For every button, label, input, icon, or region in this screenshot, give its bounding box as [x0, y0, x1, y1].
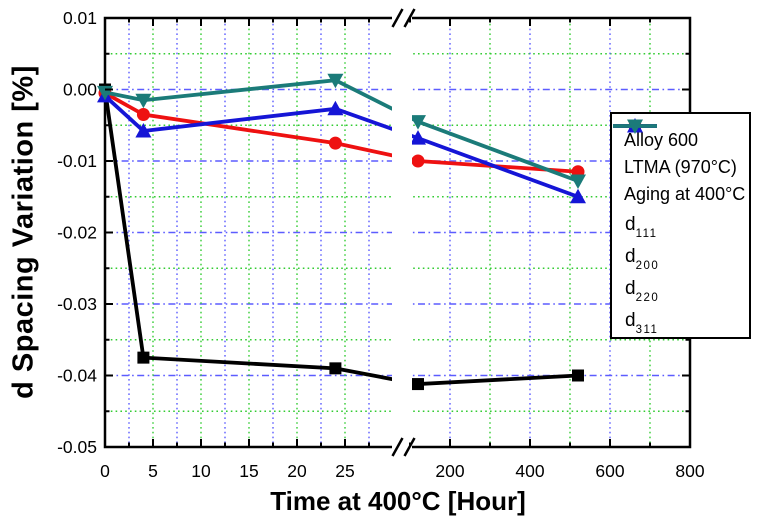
legend-entry-d_200: d200 [613, 119, 749, 274]
series-d_220-marker [570, 188, 586, 204]
series-d_220-marker [135, 122, 152, 138]
x-tick-label: 200 [435, 461, 464, 481]
x-tick-label: 0 [100, 461, 110, 481]
series-d_111-marker [412, 378, 424, 391]
series-d_200-marker [136, 108, 150, 122]
x-tick-label: 10 [191, 461, 211, 481]
legend-label-d_220: d220 [625, 278, 660, 304]
legend-entry-d_111: d111 [613, 120, 749, 242]
y-tick-label: 0.00 [63, 80, 97, 100]
series-d_311-marker [135, 93, 152, 109]
legend-entry-d_311: d311 [613, 119, 749, 338]
axis-break-mark [391, 437, 404, 457]
legend-label-d_111: d111 [625, 214, 658, 240]
y-axis-title: d Spacing Variation [%] [7, 65, 40, 399]
y-tick-label: -0.01 [57, 151, 97, 171]
y-tick-label: -0.03 [57, 294, 97, 314]
x-tick-label: 5 [148, 461, 158, 481]
series-d_311-marker [327, 73, 344, 89]
axis-break-mark [391, 8, 404, 28]
x-tick-label: 800 [675, 461, 704, 481]
axis-break-band [392, 8, 412, 456]
x-tick-label: 400 [515, 461, 544, 481]
series-d_311-marker [410, 115, 426, 130]
legend-triangle-down-icon [613, 119, 657, 134]
x-tick-label: 15 [239, 461, 258, 481]
x-tick-label: 600 [595, 461, 624, 481]
legend-header: Alloy 600 LTMA (970°C) Aging at 400°C [612, 114, 749, 208]
legend-line-ltma: LTMA (970°C) [624, 157, 737, 177]
y-tick-label: -0.02 [57, 223, 97, 243]
series-d_111-marker [572, 369, 584, 382]
series-d_311-marker [570, 174, 586, 190]
x-axis-title: Time at 400°C [Hour] [270, 486, 526, 516]
series-d_111-marker [137, 351, 150, 364]
legend-line-aging: Aging at 400°C [624, 184, 746, 204]
series-d_220-marker [410, 130, 426, 145]
legend-label-d_200: d200 [625, 246, 660, 272]
series-d_200-marker [328, 136, 342, 150]
series-d_220-marker [327, 100, 344, 116]
y-tick-label: -0.04 [57, 366, 97, 386]
y-tick-label: -0.05 [57, 437, 97, 457]
series-line-d_200 [104, 91, 579, 174]
y-tick-label: 0.01 [63, 8, 97, 28]
x-tick-label: 20 [287, 461, 307, 481]
series-d_111-marker [329, 362, 342, 375]
series-d_200-marker [411, 154, 425, 168]
x-tick-label: 25 [335, 461, 354, 481]
legend-box: Alloy 600 LTMA (970°C) Aging at 400°C d1… [610, 112, 751, 339]
legend-entry-d_220: d220 [613, 118, 749, 306]
legend-label-d_311: d311 [625, 310, 659, 336]
legend-entries: d111 d200 d220 d311 [612, 118, 749, 338]
legend-line-alloy: Alloy 600 [624, 130, 699, 150]
